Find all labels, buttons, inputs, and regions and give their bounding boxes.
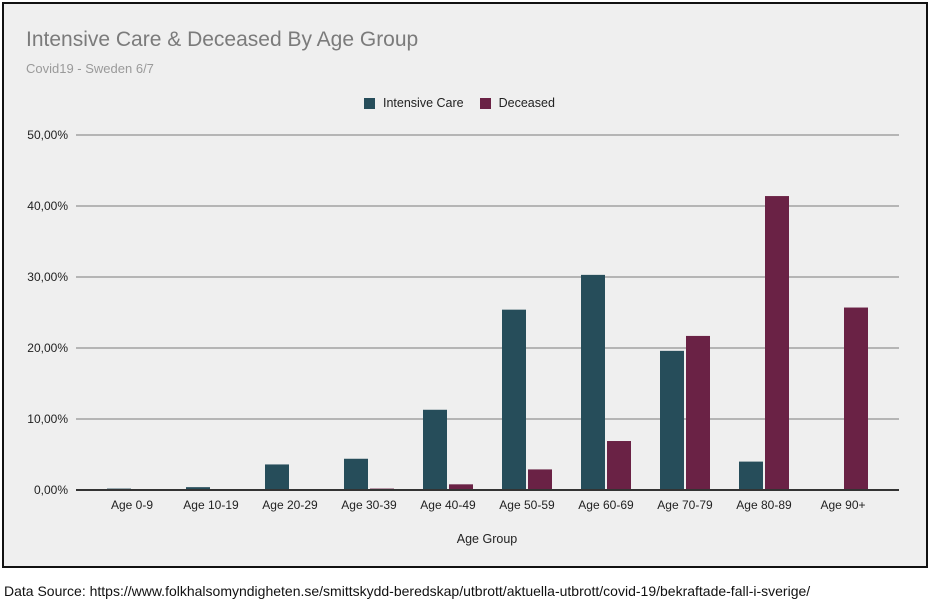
- y-tick-label: 10,00%: [27, 412, 68, 426]
- bar-intensive-care: [265, 464, 289, 490]
- bar-chart: 0,00% 10,00% 20,00% 30,00% 40,00% 50,00% Age 0…: [27, 128, 899, 546]
- bar-deceased: [765, 196, 789, 490]
- bar-intensive-care: [344, 458, 368, 490]
- x-tick-label: Age 30-39: [341, 498, 397, 512]
- chart-legend: Intensive Care Deceased: [364, 96, 571, 110]
- bar-intensive-care: [502, 309, 526, 490]
- x-tick-label: Age 60-69: [578, 498, 634, 512]
- chart-subtitle: Covid19 - Sweden 6/7: [26, 61, 154, 76]
- y-tick-label: 30,00%: [27, 270, 68, 284]
- bar-deceased: [607, 441, 631, 490]
- x-tick-label: Age 20-29: [262, 498, 318, 512]
- x-tick-label: Age 10-19: [183, 498, 239, 512]
- y-tick-label: 20,00%: [27, 341, 68, 355]
- legend-item-intensive-care: Intensive Care: [364, 96, 464, 110]
- chart-title: Intensive Care & Deceased By Age Group: [26, 28, 419, 51]
- bar-deceased: [844, 307, 868, 490]
- x-tick-label: Age 0-9: [111, 498, 153, 512]
- bar-deceased: [686, 335, 710, 490]
- bar-intensive-care: [423, 409, 447, 490]
- x-tick-label: Age 70-79: [657, 498, 713, 512]
- legend-swatch-deceased: [479, 97, 491, 109]
- x-tick-label: Age 80-89: [736, 498, 792, 512]
- bar-intensive-care: [660, 350, 684, 490]
- legend-label-intensive-care: Intensive Care: [383, 96, 464, 110]
- bar-intensive-care: [739, 461, 763, 490]
- bar-intensive-care: [186, 487, 210, 490]
- chart-frame: Intensive Care & Deceased By Age Group C…: [2, 2, 928, 568]
- legend-item-deceased: Deceased: [479, 96, 555, 110]
- y-tick-label: 50,00%: [27, 128, 68, 142]
- legend-swatch-intensive-care: [364, 97, 375, 109]
- y-tick-label: 0,00%: [34, 483, 68, 497]
- x-tick-label: Age 50-59: [499, 498, 555, 512]
- bar-intensive-care: [581, 274, 605, 490]
- y-tick-label: 40,00%: [27, 199, 68, 213]
- data-source-footer: Data Source: https://www.folkhalsomyndig…: [4, 583, 811, 599]
- x-tick-label: Age 40-49: [420, 498, 476, 512]
- x-axis-title: Age Group: [457, 532, 518, 546]
- bar-deceased: [528, 469, 552, 490]
- bar-deceased: [449, 484, 473, 490]
- x-tick-label: Age 90+: [820, 498, 865, 512]
- legend-label-deceased: Deceased: [498, 96, 555, 110]
